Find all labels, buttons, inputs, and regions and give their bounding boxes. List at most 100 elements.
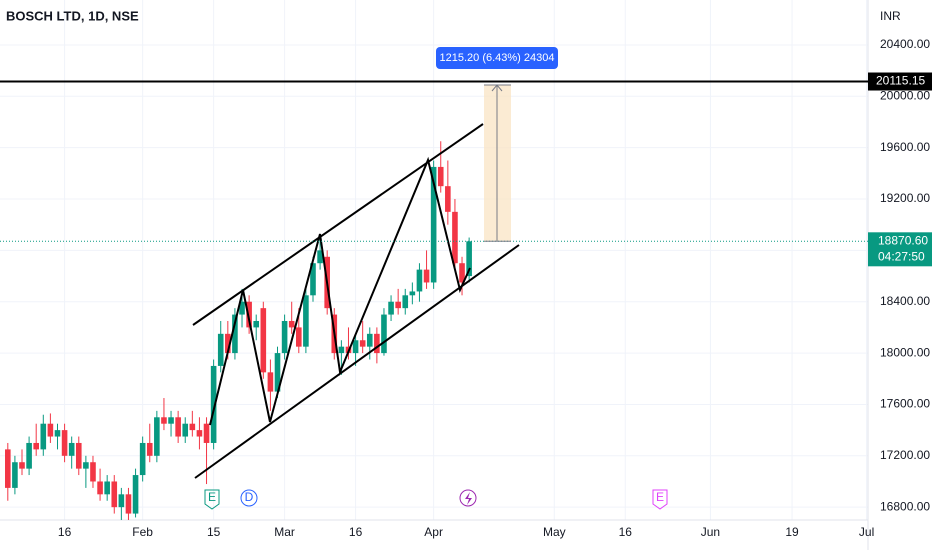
candle-body bbox=[97, 481, 103, 495]
candle-body bbox=[437, 166, 444, 187]
candle-body bbox=[445, 186, 451, 212]
y-tick-label: 19200.00 bbox=[880, 191, 930, 205]
event-label: E bbox=[208, 490, 216, 504]
candle-body bbox=[40, 423, 47, 450]
candle-body bbox=[281, 320, 288, 354]
candle-body bbox=[381, 314, 387, 354]
candle-body bbox=[61, 430, 68, 456]
x-tick-label: Mar bbox=[274, 525, 295, 539]
candle-body bbox=[217, 333, 224, 366]
candle-body bbox=[210, 365, 217, 443]
x-tick-label: 16 bbox=[619, 525, 633, 539]
price-label-box bbox=[868, 72, 932, 91]
y-tick-label: 19600.00 bbox=[880, 140, 930, 154]
candle-body bbox=[338, 346, 345, 354]
event-icon bbox=[465, 492, 472, 505]
measure-label: 1215.20 (6.43%) 24304 bbox=[440, 52, 555, 64]
channel-upper bbox=[192, 123, 484, 326]
candle-body bbox=[104, 481, 110, 495]
event-label: E bbox=[656, 490, 664, 504]
candle-body bbox=[246, 301, 252, 328]
candle-body bbox=[459, 263, 465, 283]
candle-body bbox=[274, 353, 281, 392]
candle-body bbox=[395, 301, 401, 309]
candle-body bbox=[409, 291, 416, 296]
candle-body bbox=[466, 241, 472, 277]
candle-body bbox=[54, 430, 61, 437]
x-tick-label: Apr bbox=[424, 525, 443, 539]
candle-body bbox=[452, 211, 458, 264]
candle-body bbox=[310, 263, 316, 296]
countdown: 04:27:50 bbox=[878, 249, 925, 263]
price-label: 18870.60 bbox=[878, 233, 928, 247]
event-icon bbox=[459, 489, 477, 507]
candle-body bbox=[232, 314, 238, 354]
candle-body bbox=[267, 372, 274, 392]
y-tick-label: 20400.00 bbox=[880, 37, 930, 51]
candle-body bbox=[168, 417, 174, 424]
candle-body bbox=[118, 494, 125, 508]
y-tick-label: 20000.00 bbox=[880, 88, 930, 102]
x-tick-label: 16 bbox=[58, 525, 72, 539]
candle-body bbox=[303, 295, 309, 347]
event-icon bbox=[204, 489, 220, 510]
candle-body bbox=[196, 430, 203, 437]
x-tick-label: 19 bbox=[785, 525, 799, 539]
event-icon bbox=[240, 489, 258, 507]
y-tick-label: 18000.00 bbox=[880, 345, 930, 359]
candle-body bbox=[75, 442, 82, 469]
candle-body bbox=[402, 295, 409, 309]
currency: INR bbox=[880, 9, 901, 23]
x-tick-label: Feb bbox=[132, 525, 153, 539]
candle-body bbox=[295, 327, 302, 347]
candle-body bbox=[175, 417, 181, 437]
candle-body bbox=[374, 333, 380, 354]
y-tick-label: 18400.00 bbox=[880, 294, 930, 308]
candle-body bbox=[47, 423, 54, 437]
candle-body bbox=[139, 442, 146, 476]
x-tick-label: Jul bbox=[859, 525, 874, 539]
candle-body bbox=[161, 417, 167, 424]
candle-body bbox=[68, 442, 75, 456]
candle-body bbox=[288, 320, 295, 328]
candle-body bbox=[90, 462, 96, 482]
candle-body bbox=[146, 442, 153, 456]
candle-body bbox=[189, 423, 196, 431]
candle-body bbox=[182, 423, 189, 437]
candle-body bbox=[19, 462, 25, 469]
y-tick-label: 16800.00 bbox=[880, 499, 930, 513]
x-tick-label: 15 bbox=[207, 525, 221, 539]
candle-body bbox=[366, 333, 373, 347]
x-tick-label: Jun bbox=[701, 525, 720, 539]
candle-body bbox=[416, 269, 423, 292]
price-label: 20115.15 bbox=[876, 74, 925, 88]
candle-body bbox=[225, 333, 231, 354]
candle-body bbox=[423, 269, 430, 283]
candle-body bbox=[317, 250, 323, 264]
candle-body bbox=[125, 494, 132, 514]
channel-lower bbox=[194, 244, 520, 479]
price-label-box bbox=[868, 232, 932, 267]
candle-body bbox=[154, 417, 160, 456]
candle-body bbox=[132, 475, 139, 514]
candle-body bbox=[430, 166, 437, 283]
candle-body bbox=[253, 320, 260, 328]
chart-title: BOSCH LTD, 1D, NSE bbox=[6, 8, 139, 23]
candle-body bbox=[359, 340, 366, 347]
measure-label-box bbox=[436, 47, 558, 69]
event-markers: E D E bbox=[204, 489, 668, 510]
drawings bbox=[192, 123, 520, 479]
candle-body bbox=[388, 301, 394, 315]
candle-body bbox=[352, 340, 359, 354]
x-tick-label: 16 bbox=[349, 525, 363, 539]
candle-body bbox=[33, 442, 39, 450]
x-tick-label: May bbox=[543, 525, 566, 539]
candle-body bbox=[5, 449, 11, 488]
event-icon bbox=[652, 489, 668, 510]
candle-body bbox=[239, 301, 245, 315]
candle-body bbox=[260, 308, 267, 373]
candle-body bbox=[111, 481, 118, 508]
zigzag bbox=[209, 156, 471, 426]
event-label: D bbox=[245, 490, 254, 504]
